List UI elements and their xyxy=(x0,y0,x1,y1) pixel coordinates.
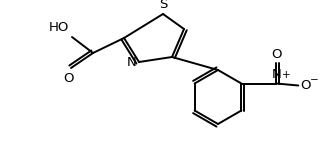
Text: O: O xyxy=(300,79,311,92)
Text: +: + xyxy=(282,70,291,81)
Text: N: N xyxy=(272,68,281,82)
Text: N: N xyxy=(126,57,136,69)
Text: O: O xyxy=(64,72,74,85)
Text: S: S xyxy=(159,0,167,11)
Text: O: O xyxy=(271,48,281,60)
Text: −: − xyxy=(310,76,318,85)
Text: HO: HO xyxy=(49,21,69,34)
